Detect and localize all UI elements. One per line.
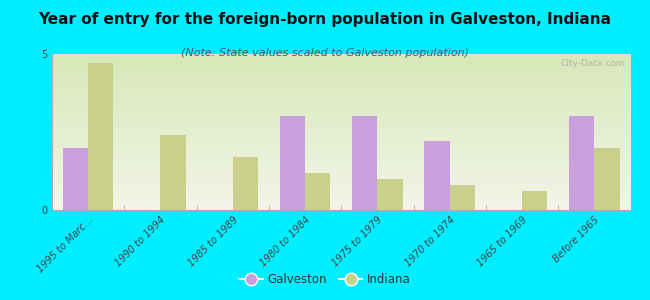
Bar bbox=[280, 116, 305, 210]
Bar bbox=[378, 179, 403, 210]
Bar bbox=[63, 148, 88, 210]
Bar bbox=[450, 185, 475, 210]
Bar bbox=[352, 116, 378, 210]
Text: Year of entry for the foreign-born population in Galveston, Indiana: Year of entry for the foreign-born popul… bbox=[38, 12, 612, 27]
Bar bbox=[522, 191, 547, 210]
Text: City-Data.com: City-Data.com bbox=[560, 59, 625, 68]
Bar bbox=[424, 141, 450, 210]
Bar bbox=[88, 63, 114, 210]
Bar bbox=[305, 172, 330, 210]
Bar bbox=[233, 157, 258, 210]
Bar bbox=[569, 116, 594, 210]
Text: (Note: State values scaled to Galveston population): (Note: State values scaled to Galveston … bbox=[181, 48, 469, 58]
Legend: Galveston, Indiana: Galveston, Indiana bbox=[235, 269, 415, 291]
Bar bbox=[161, 135, 186, 210]
Bar bbox=[594, 148, 619, 210]
